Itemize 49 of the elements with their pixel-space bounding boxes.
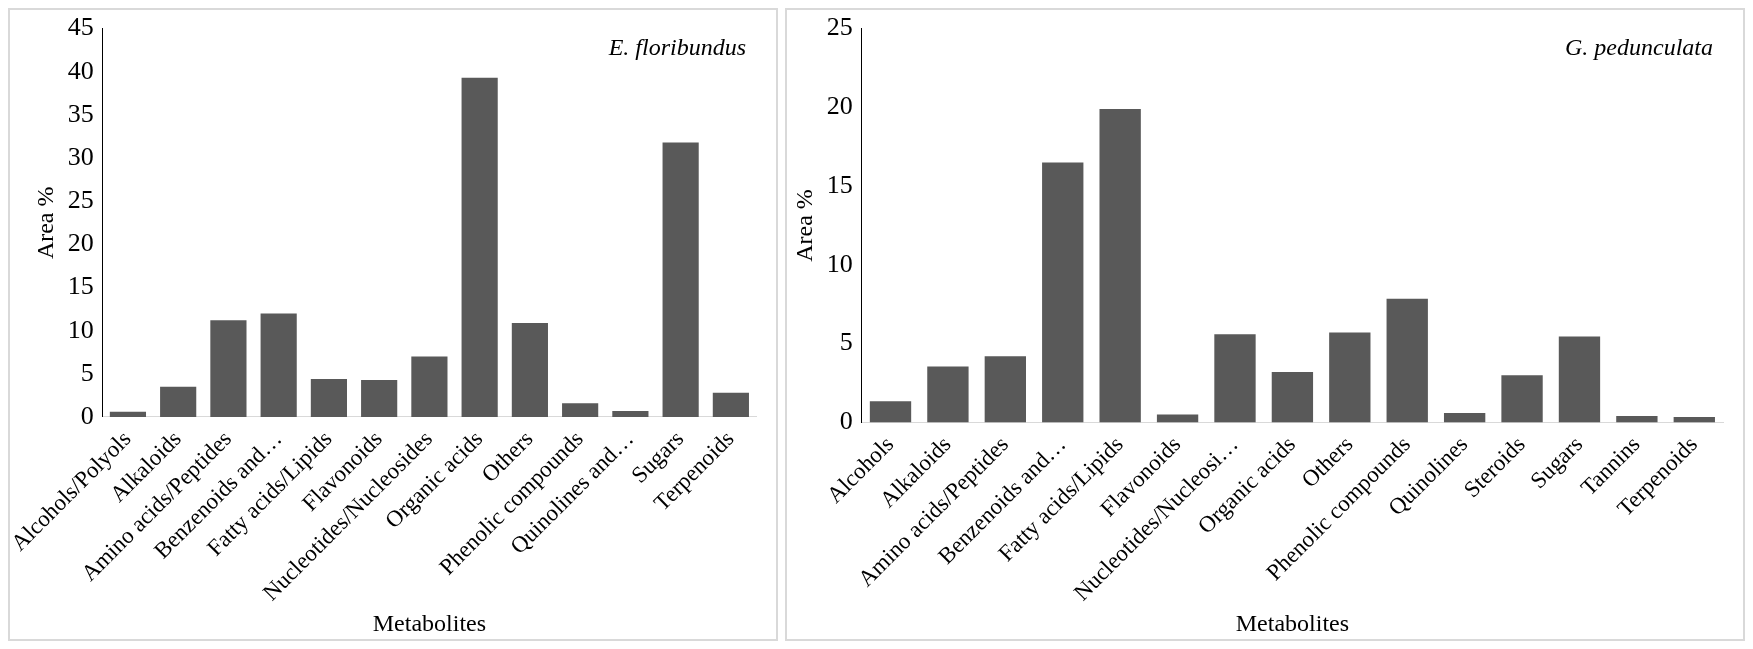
y-tick-label: 25 bbox=[67, 185, 94, 215]
y-tick-label: 5 bbox=[80, 357, 94, 387]
bar bbox=[361, 379, 398, 417]
bar bbox=[1673, 416, 1715, 423]
bar bbox=[1099, 108, 1141, 423]
bar bbox=[260, 313, 297, 417]
bar bbox=[1558, 336, 1601, 423]
chart-title: G. pedunculata bbox=[1565, 33, 1713, 60]
bar bbox=[662, 142, 699, 417]
y-tick-label: 30 bbox=[67, 141, 94, 171]
bar bbox=[562, 403, 599, 417]
bar bbox=[109, 411, 147, 417]
bar bbox=[1329, 332, 1371, 423]
bar bbox=[1214, 334, 1256, 423]
y-tick-label: 15 bbox=[826, 169, 853, 199]
x-axis-title: Metabolites bbox=[372, 609, 487, 636]
bar bbox=[1501, 375, 1543, 423]
bar bbox=[160, 386, 197, 417]
y-tick-label: 15 bbox=[67, 271, 94, 301]
y-tick-label: 0 bbox=[80, 400, 94, 430]
bar bbox=[1042, 162, 1084, 423]
y-tick-label: 10 bbox=[67, 314, 94, 344]
y-axis-title: Area % bbox=[790, 189, 817, 262]
chart-title: E. floribundus bbox=[607, 33, 746, 60]
bar bbox=[712, 392, 749, 417]
bar bbox=[310, 379, 347, 417]
y-tick-label: 20 bbox=[67, 228, 94, 258]
y-tick-label: 35 bbox=[67, 98, 94, 128]
bar bbox=[511, 322, 548, 417]
bar bbox=[984, 356, 1026, 423]
y-axis-title: Area % bbox=[31, 186, 58, 260]
bar bbox=[1616, 416, 1658, 423]
x-axis-title: Metabolites bbox=[1235, 609, 1350, 636]
bar bbox=[869, 401, 912, 423]
y-tick-label: 0 bbox=[839, 406, 853, 436]
y-tick-label: 20 bbox=[826, 91, 853, 121]
bar bbox=[411, 356, 448, 417]
bar bbox=[461, 77, 498, 417]
y-tick-label: 45 bbox=[67, 12, 94, 42]
bar bbox=[927, 366, 969, 423]
bar bbox=[1386, 298, 1428, 423]
y-tick-label: 25 bbox=[826, 12, 853, 42]
y-tick-label: 5 bbox=[839, 327, 853, 357]
bar bbox=[210, 320, 247, 417]
bar bbox=[612, 410, 649, 417]
y-tick-label: 40 bbox=[67, 55, 94, 85]
bar bbox=[1443, 412, 1486, 423]
y-tick-label: 10 bbox=[826, 248, 853, 278]
bar bbox=[1271, 372, 1314, 423]
